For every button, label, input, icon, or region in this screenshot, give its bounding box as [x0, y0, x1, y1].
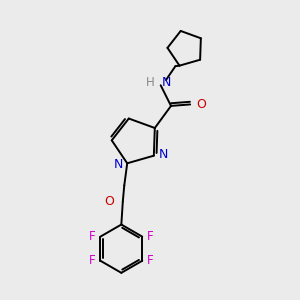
Text: H: H [146, 76, 154, 89]
Text: O: O [105, 195, 115, 208]
Text: N: N [162, 76, 171, 89]
Text: F: F [147, 230, 153, 243]
Text: N: N [159, 148, 169, 161]
Text: O: O [196, 98, 206, 111]
Text: F: F [89, 254, 96, 267]
Text: N: N [113, 158, 123, 171]
Text: F: F [89, 230, 96, 243]
Text: F: F [147, 254, 153, 267]
